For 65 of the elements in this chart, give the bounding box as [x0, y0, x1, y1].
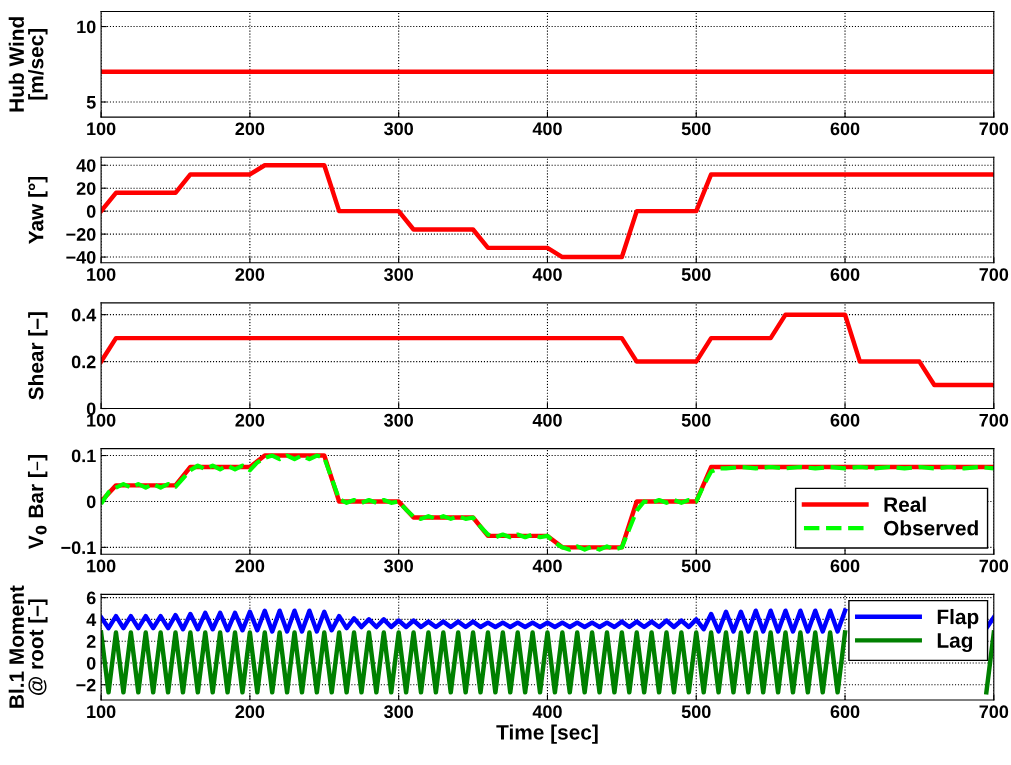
y-tick-label: 40: [76, 159, 96, 172]
x-tick-label: 200: [235, 268, 265, 281]
y-axis-title: Bl.1 Moment @ root [–]: [8, 585, 48, 708]
x-tick-label: 700: [979, 413, 1009, 427]
y-tick-label: 0: [86, 402, 96, 416]
x-tick-label: 700: [979, 705, 1009, 719]
y-axis-title: Shear [–]: [28, 312, 48, 400]
y-tick-label: 10: [77, 20, 96, 34]
x-tick-label: 600: [830, 122, 860, 136]
series-label: Flap: [937, 608, 979, 629]
y-tick-label: 0.2: [71, 355, 96, 369]
x-tick-label: 500: [681, 559, 711, 573]
x-tick-label: 400: [532, 559, 562, 573]
x-tick-label: 300: [384, 413, 413, 427]
y-tick-label: −0.1: [61, 541, 96, 555]
y-tick-label: 0: [86, 205, 96, 218]
x-tick-label: 100: [87, 705, 116, 719]
x-tick-label: 200: [235, 122, 265, 136]
x-tick-label: 600: [830, 705, 860, 719]
x-tick-label: 300: [384, 705, 413, 719]
x-tick-label: 700: [979, 559, 1009, 573]
x-tick-label: 600: [830, 413, 860, 427]
x-tick-label: 300: [384, 122, 413, 136]
x-tick-label: 500: [681, 705, 711, 719]
legend-label: Observed: [883, 520, 978, 536]
x-tick-label: 400: [532, 122, 562, 136]
y-tick-label: −40: [66, 250, 96, 264]
line-series: [101, 312, 994, 388]
y-tick-label: 0.1: [71, 449, 96, 463]
y-axis-title: Hub Wind [m/sec]: [8, 17, 48, 112]
x-tick-label: 300: [384, 268, 413, 281]
legend-label: Real: [884, 496, 926, 512]
y-tick-label: 0.4: [71, 308, 97, 322]
x-tick-label: 200: [235, 413, 265, 427]
x-tick-label: 100: [87, 413, 116, 427]
x-tick-label: 300: [384, 559, 413, 573]
y-tick-label: 6: [86, 591, 96, 605]
y-tick-label: 5: [86, 96, 96, 109]
line-series: [101, 163, 994, 260]
x-axis-title: Time [sec]: [496, 724, 598, 744]
x-tick-label: 500: [681, 268, 711, 281]
y-tick-label: −2: [76, 678, 96, 692]
x-tick-label: 700: [979, 122, 1009, 136]
y-axis-title: V$_{0}$ Bar [–]: [27, 455, 48, 550]
y-tick-label: 4: [86, 613, 97, 626]
x-tick-label: 100: [87, 268, 116, 281]
x-tick-label: 400: [532, 413, 562, 427]
x-tick-label: 500: [681, 122, 711, 136]
y-axis-title: Yaw [°]: [28, 176, 48, 244]
x-tick-label: 500: [681, 413, 711, 427]
y-tick-label: 20: [76, 182, 96, 195]
x-tick-label: 200: [235, 559, 265, 573]
legend-label: Lag: [937, 633, 973, 653]
x-tick-label: 600: [830, 268, 860, 281]
x-tick-label: 600: [830, 559, 860, 573]
y-tick-label: 0: [86, 656, 96, 670]
y-tick-label: 2: [86, 635, 96, 648]
x-tick-label: 400: [532, 705, 562, 719]
y-tick-label: −20: [66, 228, 96, 241]
y-tick-label: 0: [86, 495, 96, 509]
x-tick-label: 100: [87, 122, 116, 136]
x-tick-label: 200: [235, 705, 265, 719]
x-tick-label: 100: [87, 559, 116, 573]
x-tick-label: 700: [979, 268, 1009, 281]
x-tick-label: 400: [532, 268, 562, 281]
